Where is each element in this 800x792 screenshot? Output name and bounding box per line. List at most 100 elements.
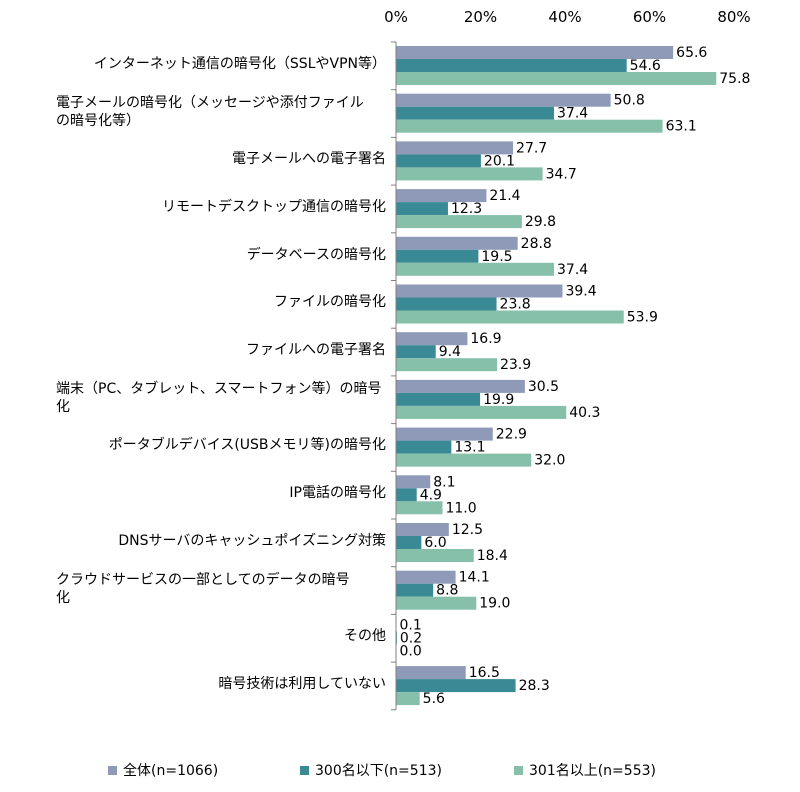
- category-label: データベースの暗号化: [46, 246, 386, 264]
- data-label: 39.4: [565, 284, 596, 300]
- category-label-line: データベースの暗号化: [246, 246, 386, 263]
- category-label: その他: [46, 627, 386, 645]
- bar-3: [396, 215, 522, 229]
- data-label: 16.9: [470, 331, 501, 347]
- data-label: 19.9: [483, 392, 514, 408]
- data-label: 12.3: [451, 201, 482, 217]
- data-label: 32.0: [534, 453, 565, 469]
- bar-3: [396, 549, 474, 562]
- data-label: 37.4: [557, 106, 588, 122]
- data-label: 40.3: [569, 405, 600, 421]
- category-label-line: 化: [56, 589, 70, 606]
- data-label: 18.4: [477, 548, 508, 564]
- data-label: 30.5: [528, 379, 559, 395]
- category-label-line: IP電話の暗号化: [289, 485, 386, 502]
- bar-3: [396, 262, 555, 276]
- bar-3: [396, 310, 624, 324]
- x-tick-label: 80%: [717, 8, 750, 26]
- category-label: リモートデスクトップ通信の暗号化: [46, 198, 386, 216]
- data-label: 0.2: [400, 630, 422, 646]
- bar-3: [396, 405, 567, 419]
- data-label: 23.9: [500, 357, 531, 373]
- bar-1: [396, 93, 611, 107]
- data-label: 19.5: [481, 249, 512, 265]
- category-label-line: 暗号技術は利用していない: [218, 675, 386, 692]
- data-label: 4.9: [420, 487, 442, 503]
- data-label: 28.8: [521, 236, 552, 252]
- bar-2: [396, 59, 627, 72]
- category-label-line: その他: [344, 628, 386, 645]
- bar-1: [396, 332, 468, 346]
- category-label-line: 端末（PC、タブレット、スマートフォン等）の暗号: [56, 380, 382, 397]
- legend-item-3: 301名以上(n=553): [514, 760, 656, 780]
- x-tick-label: 40%: [548, 8, 581, 26]
- category-label: ポータブルデバイス(USBメモリ等)の暗号化: [46, 436, 386, 454]
- bar-2: [396, 154, 481, 168]
- category-label-line: リモートデスクトップ通信の暗号化: [162, 198, 386, 215]
- legend-item-2: 300名以下(n=513): [300, 760, 442, 780]
- category-label: ファイルの暗号化: [46, 293, 386, 311]
- data-label: 5.6: [423, 691, 445, 707]
- bar-2: [396, 297, 497, 311]
- bar-1: [396, 189, 487, 203]
- data-label: 11.0: [445, 500, 476, 516]
- bar-3: [396, 692, 420, 706]
- category-label-line: 化: [56, 398, 70, 415]
- bar-2: [396, 345, 436, 359]
- category-label-line: ポータブルデバイス(USBメモリ等)の暗号化: [108, 437, 386, 454]
- bar-3: [396, 453, 532, 467]
- data-label: 29.8: [525, 214, 556, 230]
- data-label: 20.1: [484, 153, 515, 169]
- bar-1: [396, 666, 466, 680]
- bar-3: [396, 167, 543, 181]
- data-label: 9.4: [439, 344, 461, 360]
- category-label-line: ファイルの暗号化: [274, 294, 386, 311]
- data-label: 50.8: [614, 93, 645, 109]
- category-label: IP電話の暗号化: [46, 484, 386, 502]
- category-label-line: インターネット通信の暗号化（SSLやVPN等）: [93, 55, 386, 72]
- legend-item-1: 全体(n=1066): [108, 760, 218, 780]
- bar-2: [396, 679, 516, 693]
- x-tick-label: 20%: [464, 8, 497, 26]
- data-label: 8.8: [436, 583, 458, 599]
- bar-2: [396, 583, 434, 597]
- data-label: 37.4: [557, 262, 588, 278]
- data-label: 23.8: [500, 297, 531, 313]
- data-label: 53.9: [627, 310, 658, 326]
- bar-3: [396, 596, 477, 610]
- bar-1: [396, 570, 456, 584]
- category-label-line: 電子メールの暗号化（メッセージや添付ファイル: [56, 94, 364, 111]
- bar-1: [396, 46, 674, 59]
- category-label-line: 電子メールへの電子署名: [232, 151, 386, 168]
- data-label: 28.3: [519, 678, 550, 694]
- category-label: 暗号技術は利用していない: [46, 675, 386, 693]
- data-label: 8.1: [433, 474, 455, 490]
- bar-1: [396, 475, 431, 489]
- bar-2: [396, 106, 555, 120]
- data-label: 21.4: [489, 188, 520, 204]
- data-label: 63.1: [666, 119, 697, 135]
- legend: 全体(n=1066) 300名以下(n=513) 301名以上(n=553): [0, 760, 800, 784]
- data-label: 12.5: [452, 522, 483, 538]
- data-label: 27.7: [516, 140, 547, 156]
- data-label: 14.1: [459, 570, 490, 586]
- bar-3: [396, 501, 443, 515]
- data-label: 22.9: [496, 427, 527, 443]
- data-label: 13.1: [454, 440, 485, 456]
- bar-1: [396, 141, 514, 155]
- category-label-line: ファイルへの電子署名: [246, 342, 386, 359]
- category-label-line: クラウドサービスの一部としてのデータの暗号: [56, 571, 350, 588]
- bar-1: [396, 523, 449, 536]
- x-tick-label: 0%: [384, 8, 408, 26]
- data-label: 65.6: [676, 45, 707, 61]
- legend-swatch: [300, 765, 309, 775]
- bar-1: [396, 236, 518, 250]
- category-label: 電子メールの暗号化（メッセージや添付ファイル の暗号化等）: [56, 94, 386, 130]
- bar-2: [396, 249, 479, 263]
- category-label: クラウドサービスの一部としてのデータの暗号化: [56, 571, 386, 607]
- category-label: 端末（PC、タブレット、スマートフォン等）の暗号化: [56, 380, 386, 416]
- bar-2: [396, 392, 481, 406]
- bar-1: [396, 427, 493, 441]
- bar-3: [396, 119, 663, 133]
